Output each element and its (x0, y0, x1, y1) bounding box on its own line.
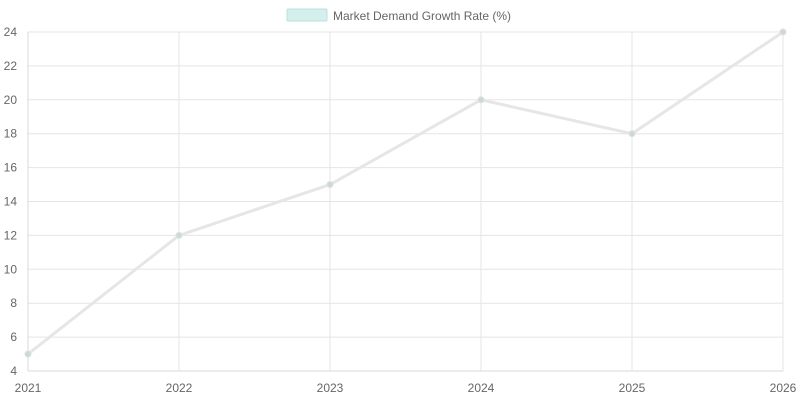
y-tick-label: 14 (4, 195, 18, 209)
legend-swatch (286, 8, 328, 22)
data-point (628, 130, 636, 138)
y-tick-label: 24 (4, 25, 18, 39)
grid (27, 31, 784, 372)
data-point (779, 28, 787, 36)
y-tick-label: 16 (4, 161, 18, 175)
legend: Market Demand Growth Rate (%) (286, 8, 511, 23)
y-tick-label: 20 (4, 93, 18, 107)
data-point (477, 96, 485, 104)
y-tick-label: 4 (10, 364, 17, 378)
x-tick-label: 2024 (468, 381, 495, 395)
legend-label: Market Demand Growth Rate (%) (333, 9, 511, 23)
series-line (26, 30, 785, 356)
data-point (175, 231, 183, 239)
y-tick-label: 18 (4, 127, 18, 141)
y-tick-label: 6 (10, 330, 17, 344)
x-tick-label: 2021 (15, 381, 42, 395)
x-tick-label: 2022 (166, 381, 193, 395)
data-point (24, 350, 32, 358)
y-tick-label: 22 (4, 59, 18, 73)
x-tick-label: 2025 (619, 381, 646, 395)
x-tick-label: 2026 (770, 381, 797, 395)
x-tick-label: 2023 (317, 381, 344, 395)
y-tick-label: 10 (4, 262, 18, 276)
axes (27, 32, 783, 372)
series-layer (24, 28, 787, 358)
data-point (326, 181, 334, 189)
y-tick-label: 8 (10, 296, 17, 310)
y-tick-label: 12 (4, 228, 18, 242)
